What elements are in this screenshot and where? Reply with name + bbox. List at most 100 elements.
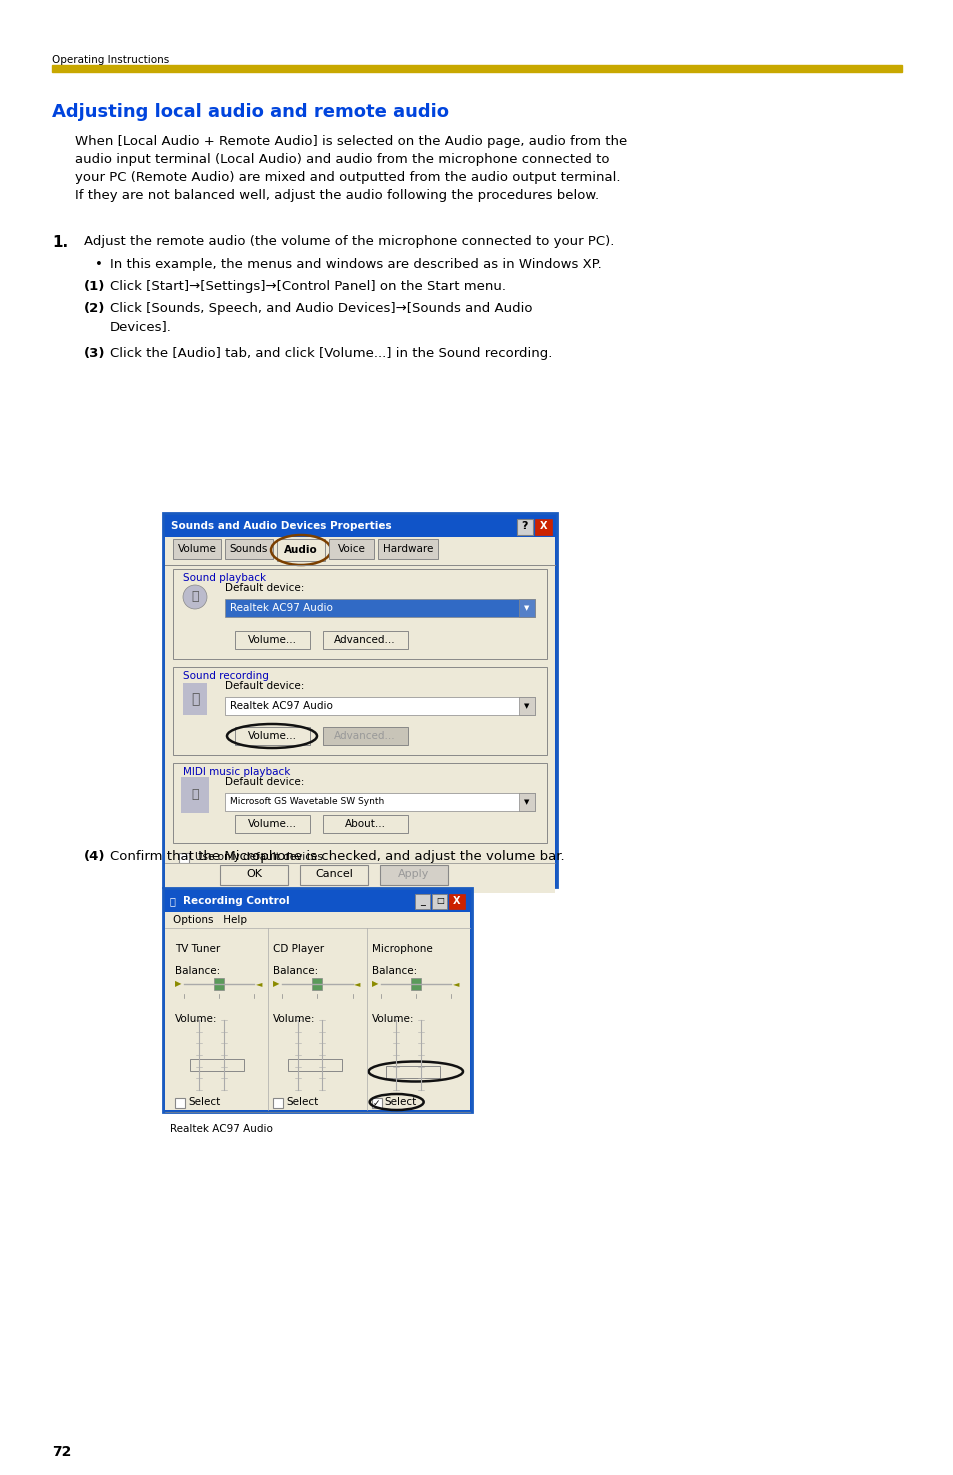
Text: Microphone: Microphone <box>372 944 432 954</box>
Bar <box>172 538 221 559</box>
Bar <box>225 599 535 617</box>
Bar <box>449 894 464 909</box>
Text: Volume:: Volume: <box>274 1013 315 1024</box>
Text: Adjust the remote audio (the volume of the microphone connected to your PC).: Adjust the remote audio (the volume of t… <box>84 235 614 248</box>
Bar <box>165 912 470 928</box>
Text: TV Tuner: TV Tuner <box>174 944 220 954</box>
Bar <box>415 894 430 909</box>
Text: ✓: ✓ <box>373 1099 380 1108</box>
Text: Audio: Audio <box>284 544 317 555</box>
Text: ▼: ▼ <box>524 605 529 611</box>
Text: Sounds and Audio Devices Properties: Sounds and Audio Devices Properties <box>171 521 392 531</box>
Text: Sound playback: Sound playback <box>183 572 266 583</box>
Text: X: X <box>453 895 460 906</box>
Ellipse shape <box>183 586 207 609</box>
Text: Click [Sounds, Speech, and Audio Devices]→[Sounds and Audio
Devices].: Click [Sounds, Speech, and Audio Devices… <box>110 302 532 333</box>
Text: Cancel: Cancel <box>314 869 353 879</box>
Bar <box>372 1097 381 1108</box>
Bar <box>165 889 470 912</box>
Text: Default device:: Default device: <box>225 681 304 690</box>
Text: Options   Help: Options Help <box>172 914 247 925</box>
Text: Hardware: Hardware <box>382 544 433 555</box>
Bar <box>225 698 535 715</box>
Text: Advanced...: Advanced... <box>334 732 395 740</box>
Text: Realtek AC97 Audio: Realtek AC97 Audio <box>230 603 333 614</box>
Bar <box>386 1065 440 1078</box>
Bar <box>183 683 207 715</box>
Text: Click the [Audio] tab, and click [Volume...] in the Sound recording.: Click the [Audio] tab, and click [Volume… <box>110 347 552 360</box>
Text: About...: About... <box>344 819 385 829</box>
Text: Advanced...: Advanced... <box>334 636 395 645</box>
Text: Default device:: Default device: <box>225 583 304 593</box>
Text: Volume:: Volume: <box>372 1013 414 1024</box>
Text: Confirm that the Microphone is checked, and adjust the volume bar.: Confirm that the Microphone is checked, … <box>110 850 564 863</box>
Text: ▶: ▶ <box>174 979 181 988</box>
Bar <box>172 763 546 844</box>
Text: Balance:: Balance: <box>274 966 318 976</box>
Text: (3): (3) <box>84 347 106 360</box>
Bar <box>517 519 533 535</box>
Bar <box>234 727 310 745</box>
Text: CD Player: CD Player <box>274 944 324 954</box>
Bar <box>234 816 310 833</box>
Text: ▶: ▶ <box>274 979 279 988</box>
Bar <box>288 1059 342 1071</box>
Text: MIDI music playback: MIDI music playback <box>183 767 290 777</box>
Text: When [Local Audio + Remote Audio] is selected on the Audio page, audio from the
: When [Local Audio + Remote Audio] is sel… <box>75 136 626 202</box>
Text: Sound recording: Sound recording <box>183 671 269 681</box>
Text: X: X <box>539 521 547 531</box>
Text: _: _ <box>420 895 425 906</box>
Text: 🎹: 🎹 <box>191 789 198 801</box>
Bar <box>163 513 557 886</box>
Bar <box>179 853 189 863</box>
Text: ◄: ◄ <box>452 979 458 988</box>
Bar <box>165 537 555 565</box>
Text: Balance:: Balance: <box>372 966 416 976</box>
Bar <box>163 888 472 1112</box>
Bar <box>52 65 901 72</box>
Bar <box>165 515 555 537</box>
Bar <box>234 631 310 649</box>
Text: Volume: Volume <box>177 544 216 555</box>
Text: Select: Select <box>188 1097 220 1108</box>
Bar <box>276 538 325 560</box>
Text: Voice: Voice <box>337 544 365 555</box>
Text: •: • <box>95 258 103 271</box>
Text: Volume:: Volume: <box>174 1013 217 1024</box>
Text: ▼: ▼ <box>524 704 529 709</box>
Text: Recording Control: Recording Control <box>183 895 290 906</box>
Text: Volume...: Volume... <box>247 636 296 645</box>
Bar <box>165 537 555 885</box>
Bar <box>213 978 224 990</box>
Bar <box>329 538 374 559</box>
Text: 72: 72 <box>52 1446 71 1459</box>
Text: 🎤: 🎤 <box>191 692 199 707</box>
Text: Realtek AC97 Audio: Realtek AC97 Audio <box>170 1124 273 1134</box>
Bar <box>165 863 555 892</box>
Bar <box>165 912 470 1111</box>
Text: Sounds: Sounds <box>230 544 268 555</box>
Text: ?: ? <box>521 521 528 531</box>
Text: In this example, the menus and windows are described as in Windows XP.: In this example, the menus and windows a… <box>110 258 601 271</box>
Text: ◄: ◄ <box>255 979 262 988</box>
Bar <box>535 519 552 535</box>
Bar <box>172 569 546 659</box>
Text: 1.: 1. <box>52 235 68 249</box>
Text: (2): (2) <box>84 302 105 316</box>
Bar <box>172 667 546 755</box>
Bar <box>181 777 209 813</box>
Bar <box>518 794 535 811</box>
Bar <box>323 816 408 833</box>
Text: ▼: ▼ <box>524 799 529 805</box>
Text: Balance:: Balance: <box>174 966 220 976</box>
Bar <box>220 864 288 885</box>
Bar <box>190 1059 244 1071</box>
Bar <box>174 1097 185 1108</box>
Bar <box>377 538 437 559</box>
Text: ◄: ◄ <box>354 979 360 988</box>
Text: (1): (1) <box>84 280 105 294</box>
Bar <box>323 631 408 649</box>
Text: Microsoft GS Wavetable SW Synth: Microsoft GS Wavetable SW Synth <box>230 798 384 807</box>
Bar <box>299 864 368 885</box>
Text: Default device:: Default device: <box>225 777 304 788</box>
